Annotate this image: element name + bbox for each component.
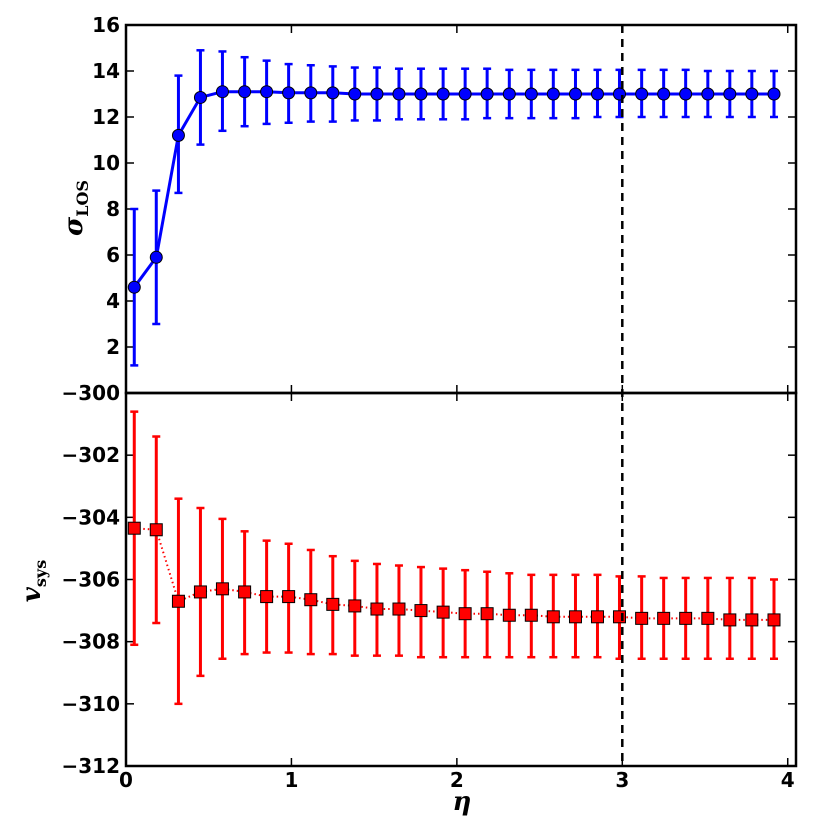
vsys-data-point: [546, 610, 560, 624]
x-axis-label: η: [453, 787, 472, 817]
sigma-ytick-label: 4: [106, 289, 120, 313]
vsys-data-point: [215, 582, 229, 596]
sigma-data-point: [304, 86, 318, 100]
v-sys-panel: −312 −310 −308 −306 −304 −302 −300 0 1 2 3 4: [61, 381, 796, 792]
vsys-series-line: [134, 527, 774, 621]
sigma-data-point: [657, 87, 671, 101]
sigma-data-point: [568, 87, 582, 101]
vsys-data-point: [282, 590, 296, 604]
sigma-data-point: [612, 87, 626, 101]
sigma-ytick-label: 8: [106, 197, 120, 221]
vsys-data-point: [612, 610, 626, 624]
vsys-ytick-label: −306: [61, 568, 120, 592]
vsys-data-point: [524, 608, 538, 622]
vsys-data-point: [745, 613, 759, 627]
sigma-series-line: [133, 90, 774, 289]
sigma-ytick-label: 6: [106, 243, 120, 267]
vsys-data-point: [326, 597, 340, 611]
sigma-data-point: [745, 87, 759, 101]
sigma-data-point: [127, 280, 141, 294]
xtick-label: 1: [284, 768, 298, 792]
vsys-ytick-label: −302: [61, 443, 120, 467]
bottom-axes-frame: [124, 391, 798, 768]
sigma-data-point: [171, 128, 185, 142]
vsys-data-point: [260, 590, 274, 604]
vsys-ytick-label: −300: [61, 381, 120, 405]
vsys-data-point: [590, 610, 604, 624]
sigma-data-point: [701, 87, 715, 101]
xtick-label: 3: [615, 768, 629, 792]
sigma-los-panel: 2 4 6 8 10 12 14 16: [92, 13, 796, 393]
vsys-data-point: [370, 602, 384, 616]
vsys-data-point: [635, 611, 649, 625]
sigma-data-point: [282, 86, 296, 100]
vsys-data-point: [193, 585, 207, 599]
sigma-data-point: [524, 87, 538, 101]
vsys-data-point: [436, 605, 450, 619]
sigma-data-point: [635, 87, 649, 101]
sigma-ytick-label: 2: [106, 335, 120, 359]
sigma-data-point: [679, 87, 693, 101]
vsys-ytick-label: −308: [61, 630, 120, 654]
sigma-data-point: [414, 87, 428, 101]
vsys-data-point: [480, 607, 494, 621]
bottom-ylabel: vsys: [17, 560, 50, 602]
sigma-ytick-label: 12: [92, 105, 120, 129]
vsys-data-point: [171, 594, 185, 608]
vsys-data-point: [149, 523, 163, 537]
top-ylabel: σLOS: [59, 180, 92, 236]
sigma-data-point: [767, 87, 781, 101]
sigma-data-point: [590, 87, 604, 101]
vsys-data-point: [502, 608, 516, 622]
sigma-ytick-label: 10: [92, 151, 120, 175]
sigma-data-point: [546, 87, 560, 101]
vsys-data-point: [657, 611, 671, 625]
sigma-data-point: [370, 87, 384, 101]
sigma-data-point: [260, 85, 274, 99]
axis-labels: σLOS vsys η: [17, 180, 471, 817]
vsys-data-point: [458, 607, 472, 621]
sigma-data-point: [502, 87, 516, 101]
vsys-data-point: [414, 604, 428, 618]
sigma-data-point: [193, 90, 207, 104]
sigma-data-point: [215, 85, 229, 99]
vsys-ytick-label: −310: [61, 692, 120, 716]
vsys-data-point: [392, 602, 406, 616]
vsys-data-point: [127, 521, 141, 535]
vsys-data-point: [238, 585, 252, 599]
sigma-data-point: [392, 87, 406, 101]
vsys-data-point: [304, 593, 318, 607]
vsys-ytick-label: −304: [61, 505, 120, 529]
xtick-label: 0: [119, 768, 133, 792]
vsys-data-point: [679, 611, 693, 625]
vsys-ytick-label: −312: [61, 754, 120, 778]
vsys-data-point: [723, 613, 737, 627]
axes-frames: [124, 23, 798, 768]
vsys-data-point: [767, 613, 781, 627]
vsys-data-point: [348, 599, 362, 613]
vsys-data-point: [701, 611, 715, 625]
top-axes-frame: [124, 23, 798, 395]
xtick-label: 2: [450, 768, 464, 792]
xtick-label: 4: [781, 768, 795, 792]
sigma-data-point: [238, 85, 252, 99]
sigma-data-point: [348, 87, 362, 101]
sigma-data-point: [458, 87, 472, 101]
sigma-ytick-label: 16: [92, 13, 120, 37]
sigma-data-point: [326, 86, 340, 100]
sigma-data-point: [723, 87, 737, 101]
vsys-data-point: [568, 610, 582, 624]
sigma-data-point: [149, 250, 163, 264]
sigma-data-point: [480, 87, 494, 101]
sigma-ytick-label: 14: [92, 59, 120, 83]
sigma-data-point: [436, 87, 450, 101]
